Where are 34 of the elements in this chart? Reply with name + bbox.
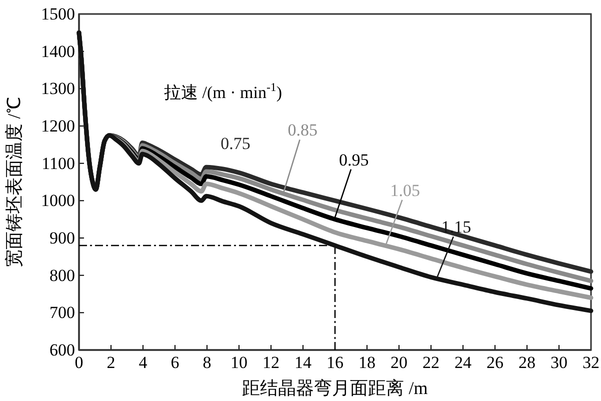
y-tick-label: 600 <box>50 340 75 360</box>
x-tick-label: 8 <box>202 353 212 372</box>
y-tick-label: 1000 <box>41 191 75 210</box>
x-tick-label: 32 <box>582 353 600 372</box>
y-tick-label: 1500 <box>41 4 75 24</box>
x-tick-label: 30 <box>550 353 568 372</box>
y-tick-label: 1400 <box>41 42 75 61</box>
text: 1.05 <box>390 180 420 200</box>
text: 0.95 <box>339 150 369 170</box>
y-tick-label: 800 <box>50 266 75 285</box>
x-tick-label: 16 <box>326 353 344 372</box>
y-tick-label: 900 <box>50 228 75 248</box>
x-tick-label: 26 <box>486 353 504 372</box>
x-tick-label: 6 <box>170 353 180 372</box>
x-tick-label: 4 <box>138 353 148 372</box>
x-tick-label: 12 <box>262 353 280 372</box>
x-tick-label: 22 <box>422 353 440 372</box>
x-tick-label: 18 <box>358 353 376 372</box>
series-label: 0.75 <box>220 134 250 154</box>
y-tick-label: 700 <box>50 303 75 322</box>
y-axis-title: 宽面铸坯表面温度 /℃ <box>4 96 24 268</box>
text: 0.85 <box>288 120 318 140</box>
y-tick-label: 1300 <box>41 79 75 98</box>
x-tick-label: 20 <box>390 353 408 372</box>
x-axis-title: 距结晶器弯月面距离 /m <box>242 378 428 398</box>
x-tick-label: 10 <box>230 353 248 372</box>
x-tick-label: 14 <box>294 353 312 372</box>
x-tick-label: 28 <box>518 353 536 372</box>
x-tick-label: 24 <box>454 353 472 372</box>
x-tick-label: 2 <box>106 353 116 372</box>
y-tick-label: 1200 <box>41 116 75 136</box>
y-tick-label: 1100 <box>42 154 75 173</box>
legend-title: 拉速 /(m · min$^{-1}$) <box>164 80 282 102</box>
x-tick-label: 0 <box>74 353 84 372</box>
